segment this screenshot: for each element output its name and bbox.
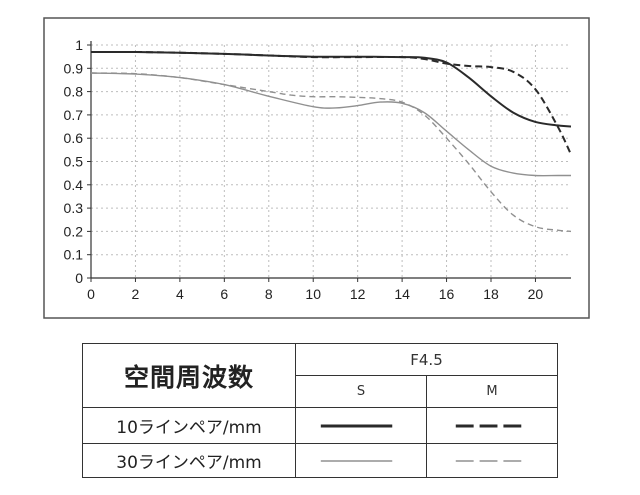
y-tick-label: 0.6 bbox=[64, 130, 84, 146]
chart-grid bbox=[91, 44, 571, 278]
y-tick-label: 0.9 bbox=[64, 60, 84, 76]
x-tick-label: 2 bbox=[132, 286, 140, 302]
y-tick-label: 0.7 bbox=[64, 107, 84, 123]
chart-axes bbox=[87, 41, 571, 282]
x-tick-label: 4 bbox=[176, 286, 184, 302]
chart-series bbox=[90, 50, 572, 233]
cropped-footnote-mark bbox=[90, 486, 116, 495]
x-tick-label: 12 bbox=[350, 286, 366, 302]
y-tick-label: 0.8 bbox=[64, 84, 84, 100]
y-tick-label: 0 bbox=[75, 270, 83, 286]
y-tick-label: 0.4 bbox=[64, 177, 84, 193]
y-tick-label: 0.3 bbox=[64, 200, 84, 216]
x-tick-label: 8 bbox=[265, 286, 273, 302]
x-tick-label: 18 bbox=[483, 286, 499, 302]
legend-swatch-30lp-m bbox=[426, 443, 558, 478]
meridional-column-header: M bbox=[426, 375, 558, 408]
x-tick-label: 6 bbox=[220, 286, 228, 302]
legend-table: 空間周波数 F4.5 S M 10ラインペア/mm 30ラインペア/mm bbox=[82, 343, 558, 478]
legend-swatch-30lp-s bbox=[295, 443, 427, 478]
x-tick-label: 10 bbox=[305, 286, 321, 302]
x-tick-label: 16 bbox=[439, 286, 455, 302]
series-line-30-mm-m bbox=[90, 72, 572, 233]
legend-row-10lp-label: 10ラインペア/mm bbox=[82, 407, 296, 444]
y-tick-label: 0.2 bbox=[64, 223, 84, 239]
mtf-chart: 0 2 4 6 8 10 12 14 16 18 20 0 0.1 0.2 0.3 0.4 0.5 0.6 0.7 0… bbox=[43, 17, 590, 319]
chart-tick-labels: 0 2 4 6 8 10 12 14 16 18 20 0 0.1 0.2 0.3 0.4 0.5 0.6 0.7 0… bbox=[64, 37, 544, 302]
x-tick-label: 20 bbox=[528, 286, 544, 302]
chart-frame bbox=[43, 17, 590, 319]
y-tick-label: 0.5 bbox=[64, 154, 84, 170]
y-tick-label: 1 bbox=[75, 37, 83, 53]
legend-swatch-10lp-m bbox=[426, 407, 558, 444]
spatial-frequency-heading: 空間周波数 bbox=[82, 343, 296, 408]
sagittal-column-header: S bbox=[295, 375, 427, 408]
series-line-10-mm-m bbox=[90, 50, 572, 155]
legend-row-30lp-label: 30ラインペア/mm bbox=[82, 443, 296, 478]
y-tick-label: 0.1 bbox=[64, 247, 84, 263]
legend-swatch-10lp-s bbox=[295, 407, 427, 444]
aperture-label: F4.5 bbox=[295, 343, 558, 376]
x-tick-label: 0 bbox=[87, 286, 95, 302]
x-tick-label: 14 bbox=[394, 286, 410, 302]
